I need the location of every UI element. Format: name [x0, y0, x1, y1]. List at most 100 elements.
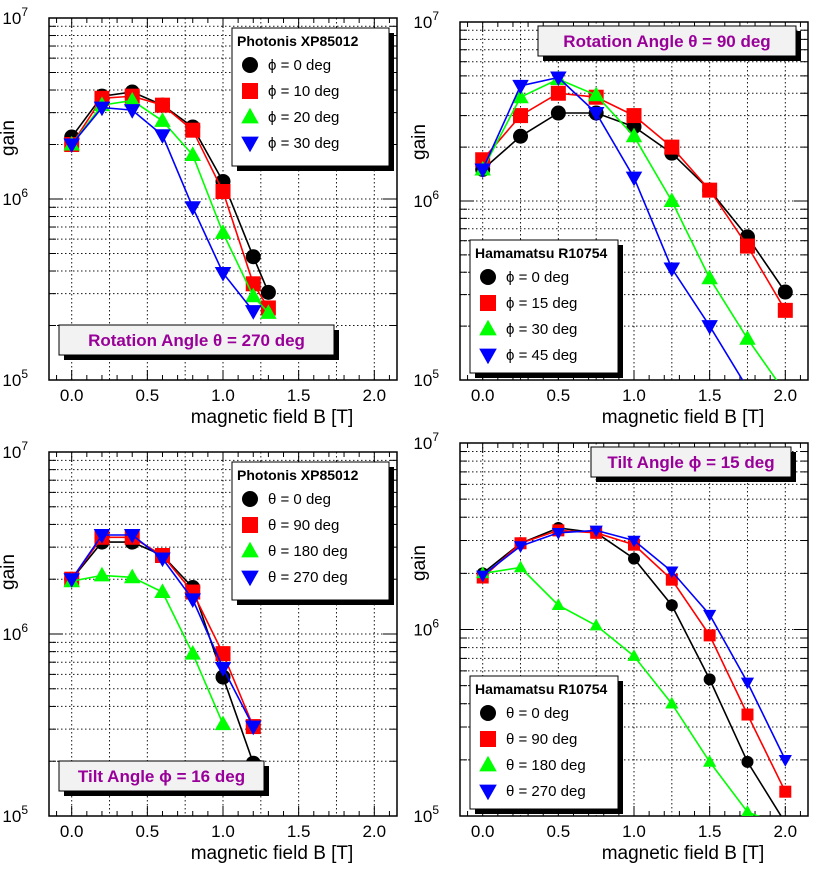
data-point: [123, 528, 141, 544]
data-point: [741, 755, 754, 768]
data-point: [625, 127, 643, 143]
legend-entry: θ = 0 deg: [268, 491, 331, 508]
data-point: [741, 708, 754, 721]
x-tick-label: 2.0: [362, 822, 386, 841]
legend-entry: ϕ = 15 deg: [506, 295, 577, 312]
data-point: [245, 287, 262, 303]
y-tick-exponent: 6: [21, 621, 28, 635]
legend-title: Hamamatsu R10754: [475, 245, 608, 261]
legend: Photonis XP85012 ϕ = 0 deg ϕ = 10 deg ϕ = 2…: [231, 27, 394, 171]
data-point: [550, 71, 567, 87]
y-tick-exponent: 6: [432, 617, 439, 631]
data-point: [701, 320, 718, 335]
data-point: [587, 86, 605, 102]
y-tick-base: 10: [2, 443, 21, 462]
data-point: [154, 112, 171, 127]
data-point: [93, 566, 111, 582]
x-axis-title: magnetic field B [T]: [602, 843, 765, 864]
y-tick-exponent: 5: [432, 367, 439, 381]
legend-marker: [242, 83, 258, 99]
y-tick-label: 105: [2, 803, 28, 826]
banner-box: [58, 324, 335, 356]
y-tick-label: 106: [2, 186, 28, 209]
banner-box: [590, 446, 792, 478]
data-point: [627, 649, 641, 661]
y-tick-label: 105: [413, 803, 439, 826]
data-point: [154, 583, 171, 599]
data-point: [63, 138, 80, 154]
legend-entry: ϕ = 0 deg: [268, 57, 331, 74]
legend-marker: [242, 517, 258, 533]
legend-marker: [241, 107, 259, 124]
data-point: [93, 528, 111, 544]
data-point: [663, 192, 681, 207]
legend-marker: [480, 705, 496, 721]
y-tick-base: 10: [2, 371, 21, 390]
y-tick-exponent: 5: [21, 367, 28, 381]
y-tick-base: 10: [413, 192, 432, 211]
legend-marker: [479, 784, 497, 801]
x-tick-label: 1.5: [287, 822, 311, 841]
y-axis-title: gain: [0, 120, 19, 156]
data-point: [260, 304, 277, 319]
data-point: [741, 805, 754, 816]
data-point: [551, 598, 565, 610]
y-tick-label: 106: [413, 188, 439, 211]
chart-title: Tilt Angle ϕ = 15 deg: [607, 453, 774, 472]
y-tick-label: 106: [2, 621, 28, 644]
title-banner: Rotation Angle θ = 270 deg: [58, 324, 339, 360]
x-axis-title: magnetic field B [T]: [602, 407, 765, 428]
data-point: [214, 662, 232, 677]
data-point: [215, 646, 231, 662]
data-point: [154, 97, 170, 113]
legend-marker: [479, 755, 497, 772]
data-point: [665, 573, 678, 586]
x-tick-label: 0.0: [471, 386, 495, 405]
x-tick-label: 0.0: [471, 822, 495, 841]
data-point: [663, 262, 681, 278]
x-tick-label: 1.5: [698, 822, 722, 841]
data-point: [245, 305, 262, 320]
x-tick-label: 2.0: [362, 386, 386, 405]
x-axis-title: magnetic field B [T]: [191, 843, 354, 864]
data-point: [739, 238, 755, 254]
x-tick-label: 0.0: [60, 822, 84, 841]
data-point: [184, 593, 201, 608]
data-point: [739, 382, 756, 397]
ticks: [49, 17, 397, 381]
x-tick-label: 1.0: [211, 822, 235, 841]
legend-entry: ϕ = 45 deg: [506, 347, 577, 364]
data-point: [665, 599, 678, 612]
legend-marker: [241, 541, 259, 558]
data-point: [703, 609, 717, 622]
data-point: [260, 284, 276, 300]
y-tick-exponent: 6: [21, 186, 28, 200]
x-tick-label: 1.0: [211, 386, 235, 405]
y-tick-label: 105: [413, 367, 439, 390]
data-point: [245, 720, 262, 736]
ticks: [49, 451, 397, 817]
data-point: [777, 302, 793, 318]
data-point: [215, 669, 231, 685]
y-tick-label: 107: [413, 430, 439, 453]
data-point: [474, 163, 491, 179]
data-point: [739, 330, 756, 345]
title-banner: Rotation Angle θ = 90 deg: [537, 25, 801, 61]
y-tick-base: 10: [2, 9, 21, 28]
data-point: [777, 284, 793, 300]
data-point: [93, 101, 111, 117]
y-axis-title: gain: [409, 545, 430, 581]
data-point: [154, 552, 171, 568]
data-point: [703, 755, 717, 767]
data-point: [245, 249, 261, 265]
data-point: [589, 525, 603, 538]
y-tick-base: 10: [2, 190, 21, 209]
legend-marker: [480, 269, 496, 285]
y-tick-base: 10: [2, 807, 21, 826]
legend-entry: ϕ = 30 deg: [268, 135, 339, 152]
legend-entry: θ = 180 deg: [268, 543, 348, 560]
legend-entry: ϕ = 0 deg: [506, 269, 569, 286]
data-point: [703, 629, 716, 642]
legend-entry: θ = 90 deg: [268, 517, 339, 534]
